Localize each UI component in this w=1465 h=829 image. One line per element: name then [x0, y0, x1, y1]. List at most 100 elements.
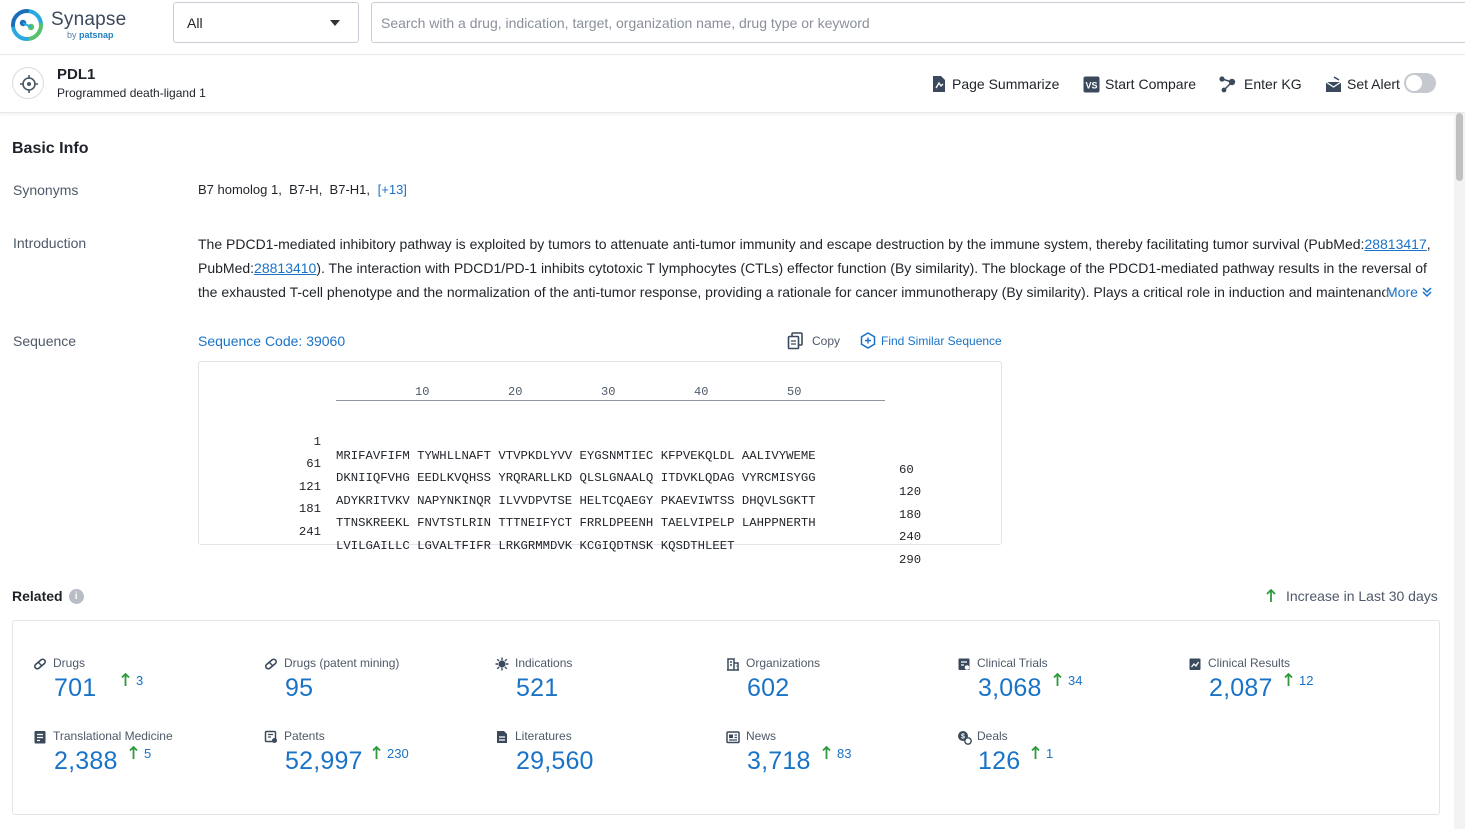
ruler-tick: 40	[694, 385, 708, 399]
top-bar: Synapse by patsnap All	[0, 0, 1465, 55]
stat-value: 3,068	[978, 674, 1042, 703]
arrow-up-icon	[121, 673, 130, 687]
stat-value: 602	[747, 674, 789, 703]
row-start: 121	[269, 480, 321, 494]
enter-kg-button[interactable]: Enter KG	[1218, 74, 1302, 94]
ruler-tick: 30	[601, 385, 615, 399]
stat-label: Clinical Trials	[977, 656, 1048, 670]
virus-icon	[495, 657, 509, 671]
pubmed-link[interactable]: 28813410	[254, 260, 316, 276]
search-scope-value: All	[187, 15, 203, 31]
increase-legend: Increase in Last 30 days	[1266, 588, 1438, 604]
arrow-up-icon	[1266, 589, 1276, 603]
synapse-logo-icon	[10, 8, 44, 42]
stat-increase: 5	[129, 746, 151, 761]
stat-increase: 12	[1284, 673, 1313, 688]
pill-icon	[33, 657, 47, 671]
related-title-text: Related	[12, 588, 63, 604]
stat-value: 521	[516, 674, 558, 703]
stat-literatures[interactable]: Literatures 29,560	[495, 729, 715, 781]
page-summarize-button[interactable]: Page Summarize	[931, 74, 1059, 94]
summarize-doc-icon	[931, 75, 947, 93]
sequence-row: 181 TTNSKREEKL FNVTSTLRIN TTTNEIFYCT FRR…	[199, 488, 229, 504]
find-similar-label: Find Similar Sequence	[881, 334, 1002, 348]
stat-value: 126	[978, 747, 1020, 776]
arrow-up-icon	[372, 746, 381, 760]
ruler-tick: 10	[415, 385, 429, 399]
copy-label: Copy	[812, 334, 840, 348]
row-start: 241	[269, 525, 321, 539]
stat-clinical-results[interactable]: Clinical Results 2,087 12	[1188, 656, 1408, 708]
copy-sequence-button[interactable]: Copy	[787, 332, 840, 350]
arrow-up-icon	[1053, 673, 1062, 687]
legend-label: Increase in Last 30 days	[1286, 588, 1438, 604]
synonyms-value: B7 homolog 1, B7-H, B7-H1, [+13]	[198, 182, 407, 197]
copy-icon	[787, 332, 804, 350]
stat-increase-value: 230	[387, 746, 409, 761]
row-residues: LVILGAILLC LGVALTFIFR LRKGRMMDVK KCGIQDT…	[336, 539, 734, 553]
scrollbar-thumb[interactable]	[1456, 113, 1463, 181]
arrow-up-icon	[822, 746, 831, 760]
stat-indications[interactable]: Indications 521	[495, 656, 715, 708]
stat-clinical-trials[interactable]: Clinical Trials 3,068 34	[957, 656, 1177, 708]
logo-name: Synapse	[51, 9, 126, 31]
stat-increase: 34	[1053, 673, 1082, 688]
set-alert-toggle[interactable]	[1404, 73, 1436, 93]
start-compare-button[interactable]: VS Start Compare	[1083, 74, 1196, 94]
row-residues: ADYKRITVKV NAPYNKINQR ILVVDPVTSE HELTCQA…	[336, 494, 816, 508]
enter-kg-label: Enter KG	[1244, 76, 1302, 92]
search-scope-select[interactable]: All	[173, 2, 359, 43]
set-alert-label: Set Alert	[1347, 76, 1400, 92]
stat-news[interactable]: News 3,718 83	[726, 729, 946, 781]
stat-translational-medicine[interactable]: Translational Medicine 2,388 5	[33, 729, 253, 781]
synonyms-more-link[interactable]: [+13]	[378, 182, 407, 197]
page-scrollbar[interactable]	[1454, 113, 1465, 829]
stat-deals[interactable]: $ Deals 126 1	[957, 729, 1177, 781]
stat-label: News	[746, 729, 776, 743]
document-icon	[495, 730, 509, 744]
stat-label: Translational Medicine	[53, 729, 173, 743]
logo-by: by	[67, 30, 77, 40]
vs-compare-icon: VS	[1083, 76, 1100, 93]
stat-label: Clinical Results	[1208, 656, 1290, 670]
stat-label: Indications	[515, 656, 572, 670]
synonym-item: B7 homolog 1,	[198, 182, 282, 197]
stat-increase: 230	[372, 746, 409, 761]
row-residues: DKNIIQFVHG EEDLKVQHSS YRQRARLLKD QLSLGNA…	[336, 471, 816, 485]
logo-byline: by patsnap	[67, 30, 114, 40]
introduction-text: The PDCD1-mediated inhibitory pathway is…	[198, 232, 1438, 304]
alert-mail-icon	[1325, 76, 1342, 93]
stat-drugs-patent-mining[interactable]: Drugs (patent mining) 95	[264, 656, 484, 708]
sequence-row: 241 LVILGAILLC LGVALTFIFR LRKGRMMDVK KCG…	[199, 511, 229, 527]
stat-drugs[interactable]: Drugs 701 3	[33, 656, 253, 708]
pill-icon	[264, 657, 278, 671]
basic-info-title: Basic Info	[12, 140, 88, 158]
stat-increase-value: 34	[1068, 673, 1082, 688]
stat-increase: 83	[822, 746, 851, 761]
stat-label: Deals	[977, 729, 1008, 743]
target-icon	[12, 67, 44, 99]
book-icon	[33, 730, 47, 744]
sequence-code-link[interactable]: Sequence Code: 39060	[198, 333, 345, 349]
stat-value: 2,087	[1209, 674, 1273, 703]
intro-text-part: The PDCD1-mediated inhibitory pathway is…	[198, 236, 1364, 252]
introduction-more-button[interactable]: More	[1385, 280, 1440, 304]
ruler-tick: 50	[787, 385, 801, 399]
synonym-item: B7-H1,	[330, 182, 370, 197]
search-input[interactable]	[371, 2, 1465, 43]
find-similar-sequence-button[interactable]: Find Similar Sequence	[860, 332, 1002, 349]
introduction-label: Introduction	[13, 235, 86, 251]
stat-increase: 1	[1031, 746, 1053, 761]
synapse-logo[interactable]: Synapse by patsnap	[10, 6, 150, 46]
row-end: 180	[899, 508, 921, 522]
stat-organizations[interactable]: Organizations 602	[726, 656, 946, 708]
arrow-up-icon	[129, 746, 138, 760]
info-icon[interactable]: i	[69, 589, 84, 604]
set-alert-button[interactable]: Set Alert	[1325, 74, 1400, 94]
toggle-knob	[1406, 75, 1422, 91]
stat-patents[interactable]: Patents 52,997 230	[264, 729, 484, 781]
stat-increase: 3	[121, 673, 143, 688]
pubmed-link[interactable]: 28813417	[1364, 236, 1426, 252]
stat-increase-value: 3	[136, 673, 143, 688]
clipboard-icon	[957, 657, 971, 671]
